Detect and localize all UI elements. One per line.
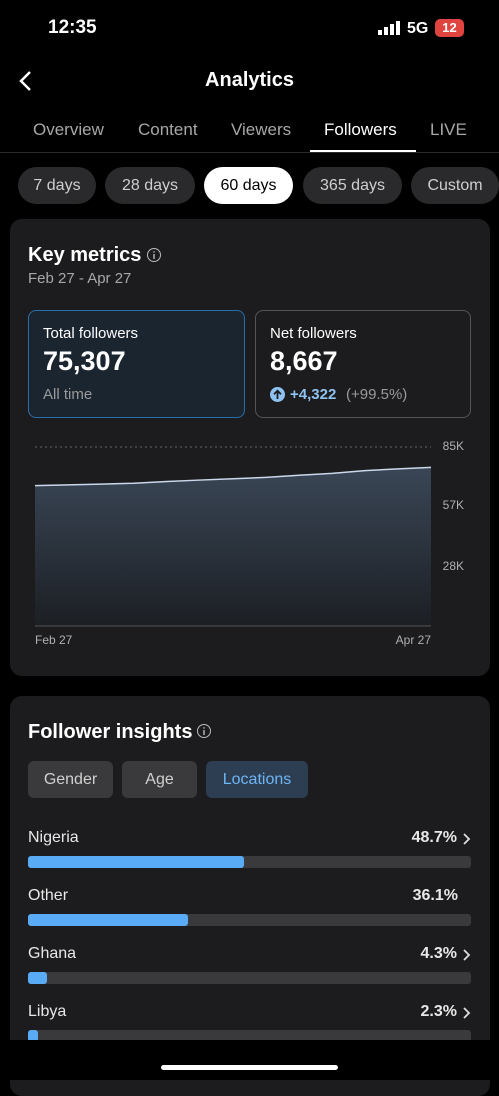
y-tick-label: 28K <box>443 559 464 573</box>
info-icon[interactable] <box>196 723 212 739</box>
location-name: Nigeria <box>28 829 79 846</box>
bar <box>28 856 244 868</box>
range-chip[interactable]: 28 days <box>105 167 195 204</box>
chevron[interactable] <box>462 1005 472 1021</box>
bar <box>28 1030 39 1042</box>
tab[interactable]: Viewers <box>231 120 292 139</box>
home-indicator <box>161 1065 338 1070</box>
tab[interactable]: Followers <box>324 120 397 139</box>
area <box>35 467 431 626</box>
net-card[interactable] <box>255 310 471 418</box>
chevron[interactable] <box>462 831 472 847</box>
x-tick-label: Apr 27 <box>396 633 432 647</box>
filter-chip[interactable]: Age <box>122 761 197 798</box>
tab[interactable]: Content <box>138 120 198 139</box>
network: 5G <box>407 20 429 37</box>
metric-label: Total followers <box>43 325 139 342</box>
time: 12:35 <box>48 17 97 38</box>
date-range: Feb 27 - Apr 27 <box>28 270 132 287</box>
bar-track <box>28 972 471 984</box>
metric-note: All time <box>43 386 93 403</box>
location-pct: 2.3% <box>420 1003 457 1020</box>
location-name: Libya <box>28 1003 67 1020</box>
y-tick-label: 85K <box>443 439 464 453</box>
battery: 12 <box>435 19 464 37</box>
range-chip[interactable]: 365 days <box>303 167 402 204</box>
location-name: Ghana <box>28 945 77 962</box>
bar <box>28 972 48 984</box>
info-icon[interactable] <box>146 247 162 263</box>
bar-track <box>28 1030 471 1042</box>
tab-underline <box>310 150 416 153</box>
bar <box>28 914 188 926</box>
tab-divider <box>0 152 499 153</box>
chevron[interactable] <box>462 947 472 963</box>
y-tick-label: 57K <box>443 498 464 512</box>
total-card[interactable] <box>28 310 245 418</box>
x-tick-label: Feb 27 <box>35 633 73 647</box>
location-pct: 48.7% <box>411 829 457 846</box>
metric-label: Net followers <box>270 325 357 342</box>
change: +4,322 <box>290 386 337 403</box>
tab[interactable]: Overview <box>33 120 104 139</box>
tab[interactable]: LIVE <box>430 120 467 139</box>
filter-chip[interactable]: Gender <box>28 761 113 798</box>
signal-icon <box>378 21 400 35</box>
section-title: Follower insights <box>28 721 193 743</box>
back-button[interactable] <box>16 69 36 93</box>
metric-value: 75,307 <box>43 346 126 376</box>
line <box>34 466 432 487</box>
up-icon <box>270 387 285 402</box>
range-chip[interactable]: Custom <box>411 167 499 204</box>
location-pct: 4.3% <box>420 945 457 962</box>
bottom-bar <box>0 1040 499 1080</box>
filter-chip[interactable]: Locations <box>206 761 308 798</box>
change-pct: (+99.5%) <box>346 386 408 403</box>
location-pct: 36.1% <box>412 887 458 904</box>
metric-value: 8,667 <box>270 346 338 376</box>
range-chip[interactable]: 60 days <box>204 167 293 204</box>
range-chip[interactable]: 7 days <box>18 167 96 204</box>
section-title: Key metrics <box>28 244 142 266</box>
page-title: Analytics <box>205 69 294 91</box>
location-name: Other <box>28 887 69 904</box>
follower-chart: 28K 57K 85K Feb 27 Apr 27 <box>34 439 464 647</box>
